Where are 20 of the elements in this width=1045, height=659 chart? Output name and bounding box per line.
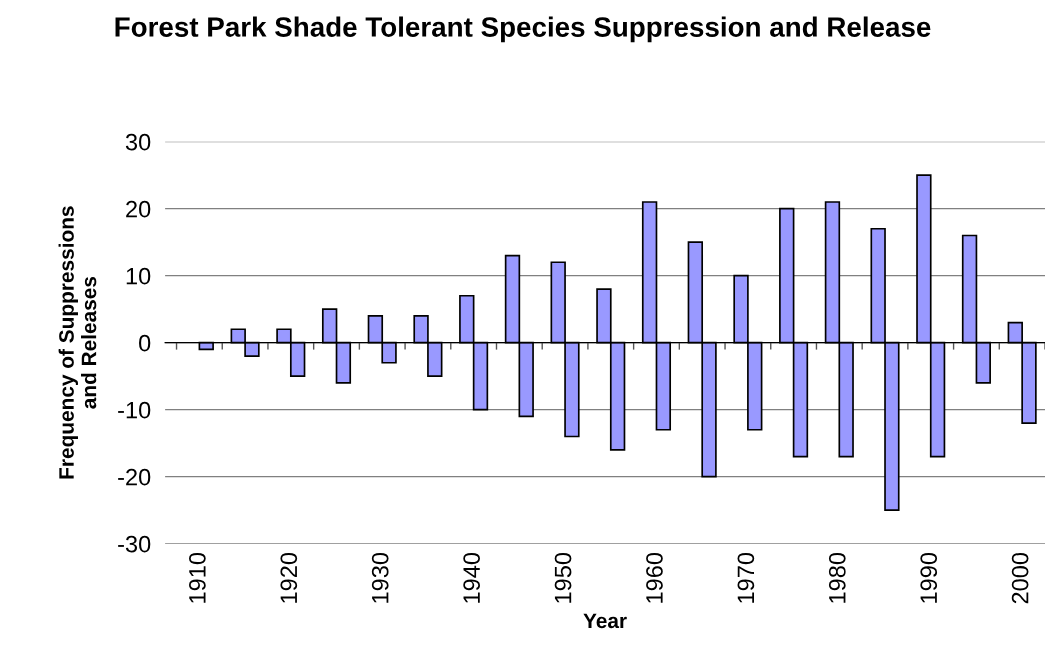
y-tick-label: 10	[126, 267, 151, 285]
y-tick-label: -30	[118, 535, 151, 553]
y-tick-label: 30	[125, 133, 151, 151]
chart-title: Forest Park Shade Tolerant Species Suppression and Release	[115, 16, 931, 43]
x-tick-label: 1950	[554, 552, 572, 603]
x-tick-label: 2000	[1011, 552, 1029, 604]
x-tick-label: 1930	[371, 552, 389, 603]
y-tick-label: 0	[139, 334, 151, 352]
x-tick-label: 1940	[463, 552, 480, 603]
x-tick-label: 1970	[737, 552, 755, 603]
x-tick-label: 1960	[646, 552, 663, 603]
x-tick-label: 1920	[280, 552, 298, 603]
x-tick-label: 1910	[189, 552, 206, 603]
y-tick-label: 20	[126, 200, 151, 218]
x-axis-title: Year	[583, 613, 627, 629]
x-tick-label: 1980	[828, 552, 846, 603]
y-axis-title: Frequency of Suppressions and Releases	[58, 206, 97, 479]
y-tick-label: -10	[118, 401, 151, 419]
x-tick-label: 1990	[920, 552, 938, 603]
y-tick-label: -20	[118, 468, 151, 486]
